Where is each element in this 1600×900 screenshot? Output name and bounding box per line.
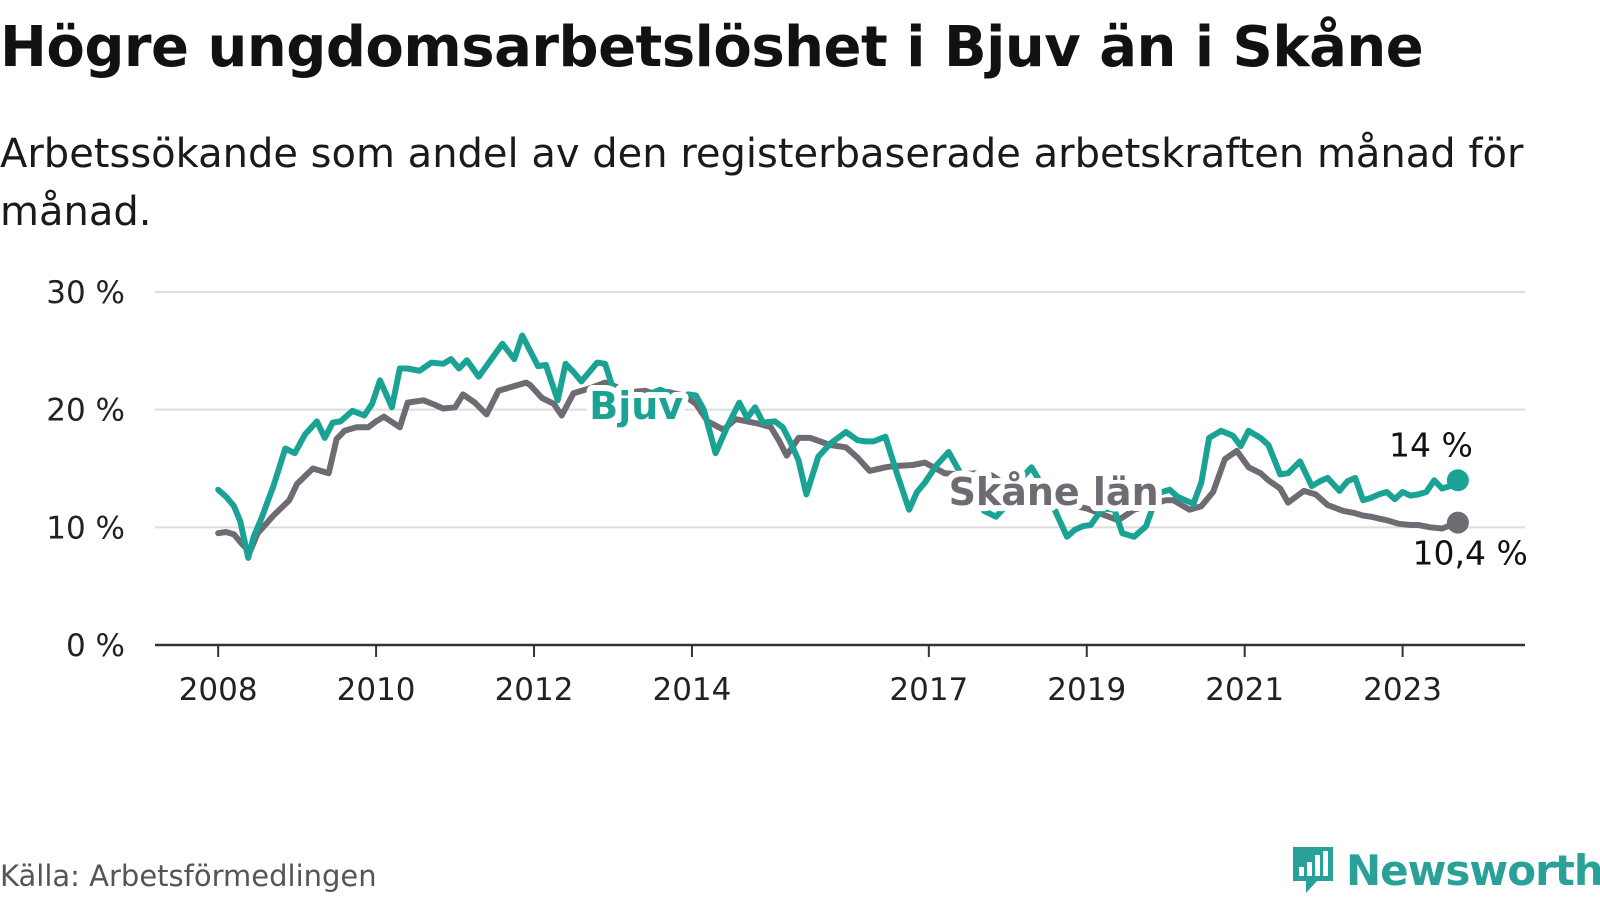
y-tick-label: 30 % — [46, 275, 125, 311]
gridlines — [155, 291, 1525, 647]
series-label-sk-ne-l-n: Skåne län — [949, 470, 1159, 514]
series-labels: Skåne län 10,4 % Bjuv 14 % — [583, 378, 1531, 576]
end-point-sk-ne-l-n — [1446, 511, 1469, 534]
chart-subtitle: Arbetssökande som andel av den registerb… — [0, 131, 1524, 235]
y-tick-label: 10 % — [46, 510, 125, 546]
x-tick-label: 2012 — [495, 672, 574, 708]
x-tick-label: 2023 — [1363, 672, 1442, 708]
chart-title: Högre ungdomsarbetslöshet i Bjuv än i Sk… — [0, 15, 1424, 80]
brand-name: Newsworthy — [1346, 845, 1600, 895]
x-tick-label: 2017 — [889, 672, 968, 708]
x-tick-label: 2021 — [1205, 672, 1284, 708]
source-note: Källa: Arbetsförmedlingen — [0, 859, 377, 893]
newsworthy-logo-icon — [1293, 847, 1333, 893]
end-point-bjuv — [1446, 469, 1469, 492]
series-lines — [215, 332, 1469, 561]
series-line-sk-ne-l-n — [215, 379, 1461, 555]
x-tick-label: 2014 — [652, 672, 731, 708]
series-label-bjuv: Bjuv — [589, 384, 683, 428]
y-tick-label: 0 % — [66, 628, 125, 664]
x-tick-label: 2010 — [337, 672, 416, 708]
x-axis-ticks: 2008 2010 2012 2014 2017 2019 2021 2023 — [179, 645, 1442, 708]
end-value-label-sk-ne-l-n: 10,4 % — [1413, 534, 1528, 573]
y-tick-label: 20 % — [46, 393, 125, 429]
x-tick-label: 2008 — [179, 672, 258, 708]
end-value-label-bjuv: 14 % — [1389, 425, 1473, 464]
series-line-bjuv — [215, 332, 1461, 561]
x-tick-label: 2019 — [1047, 672, 1126, 708]
brand-logo[interactable]: Newsworthy — [1290, 842, 1600, 898]
y-axis-ticks: 0 % 10 % 20 % 30 % — [46, 275, 125, 664]
